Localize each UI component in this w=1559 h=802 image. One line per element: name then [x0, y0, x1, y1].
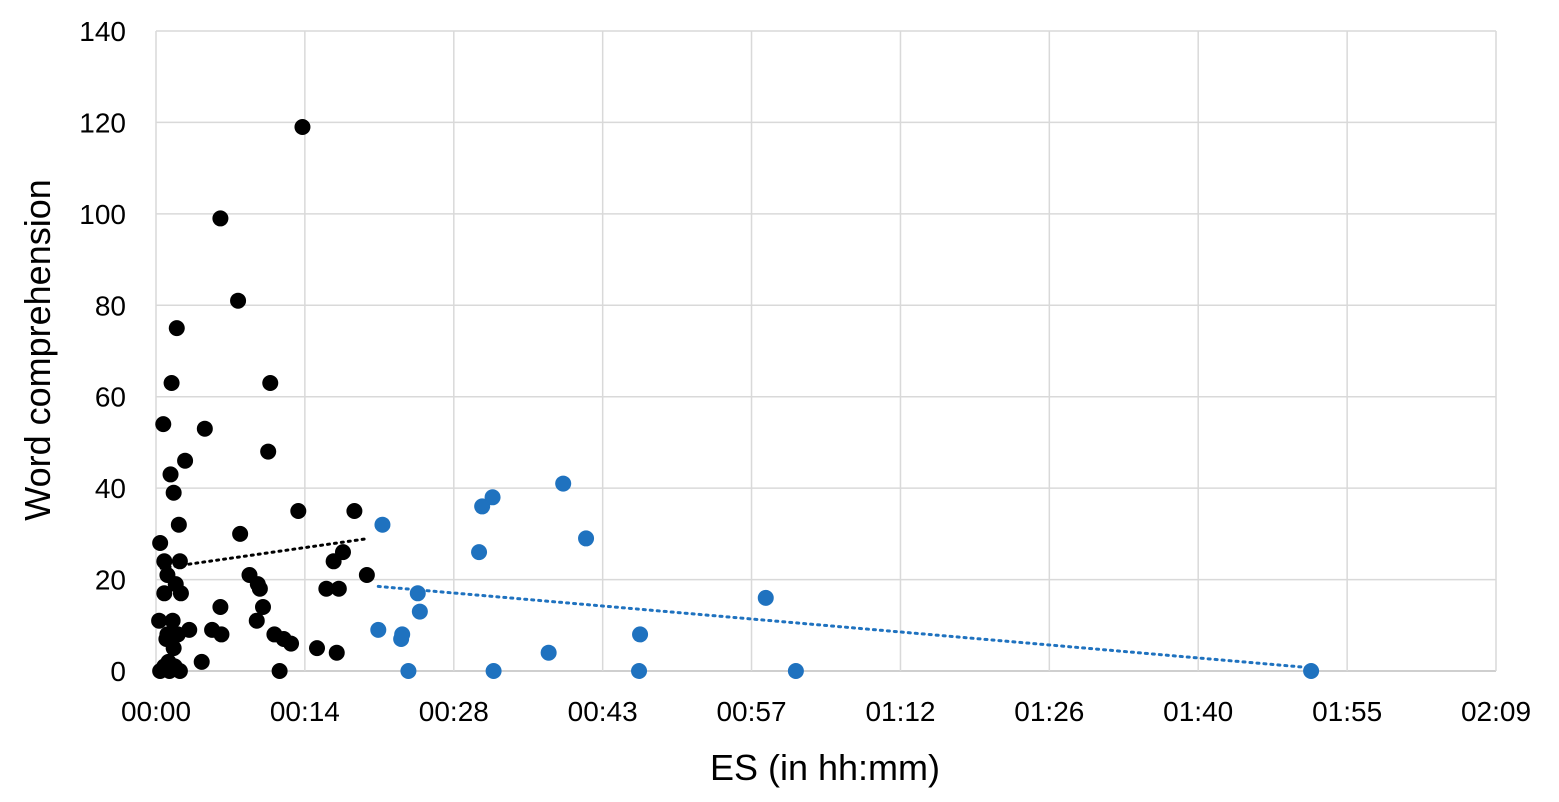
x-tick-label: 00:14 — [270, 696, 340, 727]
data-point — [484, 489, 501, 506]
x-tick-label: 02:09 — [1461, 696, 1531, 727]
data-point — [474, 498, 491, 515]
data-point — [232, 525, 249, 542]
data-point — [400, 663, 417, 679]
data-point — [193, 653, 210, 670]
trendline — [159, 536, 371, 570]
data-point — [309, 640, 326, 657]
data-point — [294, 119, 311, 135]
data-point — [254, 599, 271, 615]
data-point — [162, 466, 179, 483]
x-tick-label: 01:26 — [1014, 696, 1084, 727]
data-point — [283, 635, 300, 652]
data-point — [262, 375, 279, 391]
data-point — [358, 567, 375, 583]
data-point — [631, 663, 648, 679]
data-point — [156, 553, 173, 570]
data-point — [325, 553, 342, 570]
data-point — [330, 580, 347, 597]
y-axis-tick-labels: 0 20 40 60 80 100 120 140 — [79, 16, 126, 687]
x-tick-label: 01:40 — [1163, 696, 1233, 727]
trendline — [376, 584, 1313, 670]
data-point — [757, 589, 774, 606]
data-point — [555, 475, 572, 492]
data-points — [151, 119, 1320, 679]
data-point — [251, 580, 268, 597]
data-point — [212, 210, 229, 227]
y-tick-label: 80 — [95, 290, 126, 321]
data-point — [374, 516, 391, 533]
y-tick-label: 60 — [95, 382, 126, 413]
data-point — [155, 416, 172, 433]
data-point — [248, 612, 265, 629]
data-point — [370, 621, 387, 638]
data-point — [578, 530, 595, 547]
trendlines — [159, 536, 1313, 670]
data-point — [172, 585, 189, 602]
data-point — [170, 516, 187, 533]
data-point — [485, 663, 502, 679]
data-point — [165, 640, 182, 657]
y-tick-label: 100 — [79, 199, 126, 230]
x-axis-tick-labels: 00:00 00:14 00:28 00:43 00:57 01:12 01:26 01:40… — [121, 696, 1531, 727]
data-point — [271, 663, 288, 679]
data-point — [318, 580, 335, 597]
data-point — [230, 292, 247, 309]
data-point — [411, 603, 428, 620]
data-point — [171, 663, 188, 679]
data-point — [632, 626, 649, 643]
data-point — [171, 553, 188, 570]
x-tick-label: 01:55 — [1312, 696, 1382, 727]
data-point — [151, 612, 168, 629]
x-tick-label: 00:57 — [716, 696, 786, 727]
data-point — [471, 544, 488, 561]
x-tick-label: 01:12 — [865, 696, 935, 727]
data-point — [164, 612, 181, 629]
x-axis-title: ES (in hh:mm) — [710, 747, 940, 788]
y-tick-label: 140 — [79, 16, 126, 47]
data-point — [156, 585, 173, 602]
y-tick-label: 0 — [110, 656, 126, 687]
x-tick-label: 00:00 — [121, 696, 191, 727]
data-point — [787, 663, 804, 679]
y-axis-title: Word comprehension — [17, 179, 58, 521]
data-point — [393, 631, 410, 647]
x-tick-label: 00:43 — [568, 696, 638, 727]
data-point — [409, 585, 426, 602]
data-point — [177, 452, 194, 469]
data-point — [168, 320, 185, 337]
y-tick-label: 120 — [79, 107, 126, 138]
data-point — [328, 644, 345, 661]
x-tick-label: 00:28 — [419, 696, 489, 727]
data-point — [212, 599, 229, 615]
data-point — [290, 503, 307, 519]
y-tick-label: 20 — [95, 565, 126, 596]
data-point — [540, 644, 557, 661]
data-point — [163, 375, 180, 391]
data-point — [346, 503, 363, 519]
data-point — [260, 443, 277, 460]
data-point — [196, 420, 213, 437]
data-point — [165, 484, 182, 501]
gridlines — [155, 30, 1497, 672]
data-point — [152, 535, 169, 551]
y-tick-label: 40 — [95, 473, 126, 504]
data-point — [1303, 663, 1320, 679]
data-point — [213, 626, 230, 643]
